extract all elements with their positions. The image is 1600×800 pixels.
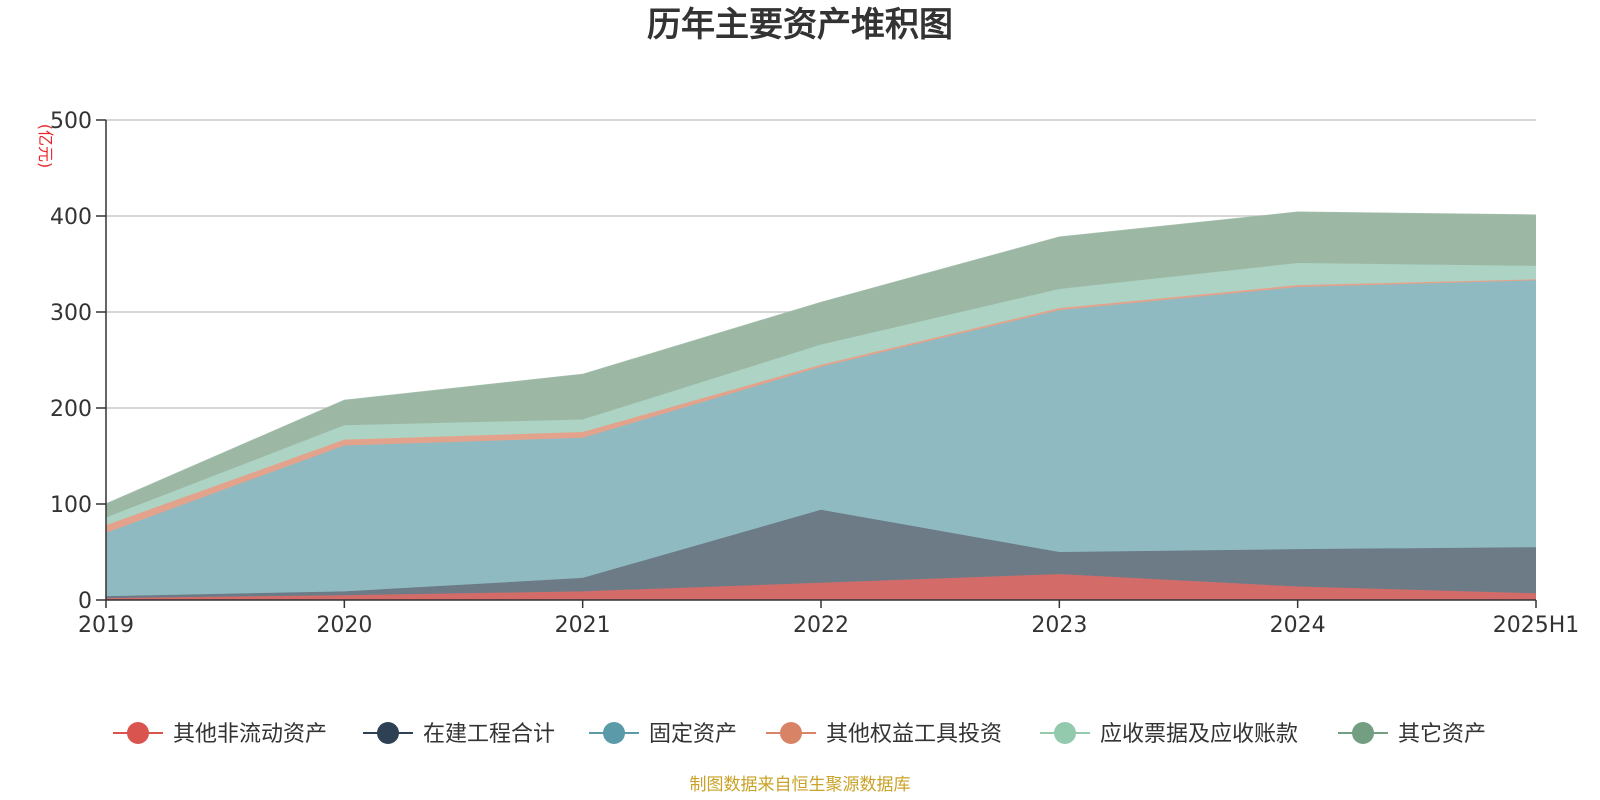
legend-marker-3 <box>603 722 625 744</box>
y-tick-label: 500 <box>50 109 92 134</box>
legend-label-5: 应收票据及应收账款 <box>1100 722 1298 747</box>
y-tick-label: 0 <box>78 589 92 614</box>
x-tick-label: 2025H1 <box>1493 613 1580 638</box>
y-tick-label: 300 <box>50 301 92 326</box>
legend-marker-5 <box>1054 722 1076 744</box>
axes: 0 100 200 300 400 500 2019 2020 2021 2022 2023 2024… <box>50 109 1579 638</box>
x-tick-label: 2022 <box>793 613 849 638</box>
x-tick-label: 2021 <box>555 613 611 638</box>
area-series-2 <box>106 509 1536 599</box>
legend-label-4: 其他权益工具投资 <box>826 722 1002 747</box>
x-tick-label: 2023 <box>1031 613 1087 638</box>
x-tick-label: 2019 <box>78 613 134 638</box>
legend: 其他非流动资产 在建工程合计 固定资产 其他权益工具投资 应收票据及应收账款 其它资产 <box>113 722 1486 747</box>
legend-label-1: 其他非流动资产 <box>173 722 327 747</box>
legend-label-2: 在建工程合计 <box>423 722 555 747</box>
source-note: 制图数据来自恒生聚源数据库 <box>690 775 911 795</box>
legend-marker-4 <box>780 722 802 744</box>
x-tick-label: 2024 <box>1270 613 1326 638</box>
y-tick-label: 200 <box>50 397 92 422</box>
legend-marker-6 <box>1352 722 1374 744</box>
legend-label-3: 固定资产 <box>649 722 737 747</box>
legend-label-6: 其它资产 <box>1398 722 1486 747</box>
series-line-6 <box>105 211 1537 505</box>
legend-marker-2 <box>377 722 399 744</box>
y-tick-label: 400 <box>50 205 92 230</box>
chart-title: 历年主要资产堆积图 <box>647 5 953 45</box>
x-tick-label: 2020 <box>316 613 372 638</box>
legend-marker-1 <box>127 722 149 744</box>
y-axis-unit-label: (亿元) <box>36 124 55 169</box>
area-series-6 <box>106 212 1536 518</box>
y-tick-label: 100 <box>50 493 92 518</box>
area-series-3 <box>106 280 1536 597</box>
area-series-layer <box>105 211 1537 600</box>
